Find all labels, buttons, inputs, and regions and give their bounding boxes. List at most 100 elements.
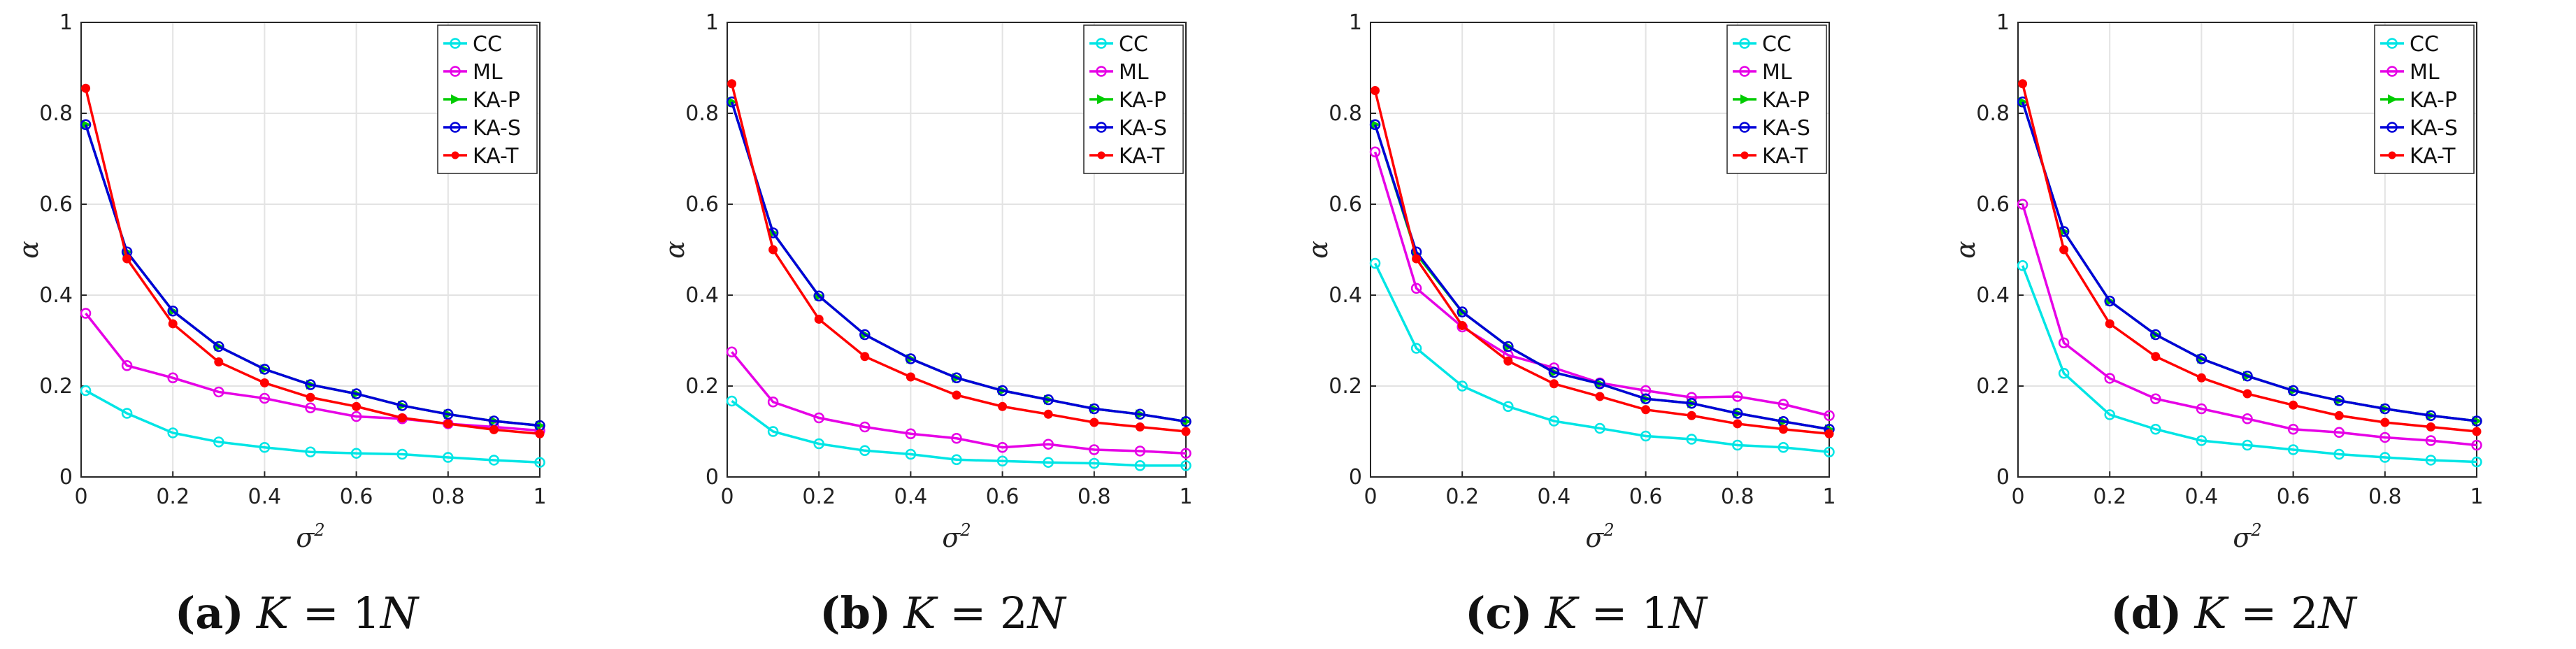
series-ka-t bbox=[1371, 86, 1834, 438]
x-tick-label: 0.4 bbox=[894, 485, 928, 509]
data-point bbox=[121, 408, 133, 419]
data-point bbox=[1043, 457, 1054, 468]
data-point bbox=[814, 314, 824, 324]
data-point bbox=[1134, 408, 1146, 420]
y-tick-label: 1 bbox=[1996, 10, 2010, 35]
data-point bbox=[2333, 427, 2345, 438]
data-point bbox=[122, 254, 132, 264]
legend-label: ML bbox=[1119, 60, 1149, 85]
x-axis-label: σ2 bbox=[2233, 520, 2261, 553]
data-point bbox=[2242, 413, 2253, 425]
data-point bbox=[2333, 448, 2345, 460]
panel-caption: (a) K = 1N bbox=[175, 587, 420, 639]
data-point bbox=[536, 420, 545, 431]
data-point bbox=[213, 341, 224, 352]
data-point bbox=[1594, 378, 1605, 390]
data-point bbox=[1503, 356, 1513, 366]
legend-label: CC bbox=[1119, 32, 1148, 57]
data-point bbox=[2242, 370, 2253, 382]
data-point bbox=[1777, 399, 1789, 410]
y-tick-label: 0.6 bbox=[39, 192, 73, 217]
series-line-ka-s bbox=[730, 101, 1187, 423]
series-ka-s bbox=[80, 119, 545, 432]
data-point bbox=[2105, 319, 2115, 329]
data-point bbox=[1640, 430, 1652, 442]
legend-label: ML bbox=[473, 60, 503, 85]
data-point bbox=[2287, 385, 2299, 397]
y-tick-label: 0.6 bbox=[685, 192, 719, 217]
chart-panel-1: 0 0.2 0.4 0.6 0.8 1 0 0.2 0.4 0.6 0.8 1 α σ2 CC ML KA-P K… bbox=[659, 10, 1193, 639]
legend-marker bbox=[2387, 122, 2398, 133]
data-point bbox=[259, 392, 271, 404]
data-point bbox=[2471, 415, 2482, 427]
data-point bbox=[1549, 379, 1559, 389]
data-point bbox=[1410, 343, 1422, 354]
x-tick-label: 0.4 bbox=[1538, 485, 1571, 509]
data-point bbox=[488, 455, 500, 466]
legend-marker bbox=[1740, 94, 1750, 104]
legend-marker bbox=[450, 122, 461, 133]
data-point bbox=[2425, 435, 2437, 446]
axes-box bbox=[80, 22, 541, 478]
legend: CC ML KA-P KA-S KA-T bbox=[1726, 24, 1827, 174]
data-point bbox=[859, 445, 871, 457]
data-point bbox=[1089, 444, 1100, 455]
data-point bbox=[1778, 425, 1788, 434]
x-tick-label: 1 bbox=[1179, 485, 1192, 509]
axes-box bbox=[1370, 22, 1830, 478]
data-point bbox=[259, 364, 271, 375]
legend-marker bbox=[1740, 151, 1749, 159]
data-point bbox=[305, 379, 316, 390]
data-point bbox=[996, 385, 1008, 397]
x-tick-label: 1 bbox=[1822, 485, 1836, 509]
y-tick-label: 0.4 bbox=[685, 283, 719, 308]
y-axis-label: α bbox=[1950, 241, 1981, 259]
series-ka-s bbox=[1369, 119, 1835, 435]
series-cc bbox=[726, 395, 1192, 471]
data-point bbox=[1371, 86, 1380, 95]
data-point bbox=[1369, 119, 1381, 130]
data-point bbox=[1043, 394, 1054, 406]
data-point bbox=[767, 397, 779, 408]
data-point bbox=[1503, 401, 1514, 412]
data-point bbox=[2289, 400, 2298, 410]
data-point bbox=[535, 429, 545, 438]
data-point bbox=[1687, 411, 1696, 420]
data-point bbox=[1640, 385, 1652, 397]
data-point bbox=[813, 412, 824, 424]
data-point bbox=[213, 386, 224, 398]
data-point bbox=[213, 436, 224, 448]
data-point bbox=[81, 83, 91, 93]
data-point bbox=[2018, 79, 2028, 89]
panel-caption: (d) K = 2N bbox=[2110, 587, 2358, 639]
y-tick-label: 1 bbox=[706, 10, 719, 35]
series-ml bbox=[2017, 199, 2482, 451]
y-tick-label: 0.2 bbox=[1976, 374, 2010, 399]
series-line-ka-s bbox=[1373, 124, 1830, 431]
series-line-ka-s bbox=[84, 124, 541, 427]
x-axis-label: σ2 bbox=[296, 520, 324, 553]
x-tick-label: 0.6 bbox=[340, 485, 373, 509]
data-point bbox=[489, 425, 499, 434]
y-axis-label: α bbox=[659, 241, 690, 259]
series-line-cc bbox=[2021, 265, 2477, 464]
data-point bbox=[2380, 432, 2391, 443]
data-point bbox=[1457, 321, 1467, 331]
y-tick-label: 0.4 bbox=[1976, 283, 2010, 308]
series-cc bbox=[1369, 257, 1835, 457]
data-point bbox=[2334, 411, 2344, 420]
series-line-cc bbox=[731, 400, 1186, 467]
data-point bbox=[2242, 389, 2252, 399]
data-point bbox=[443, 408, 454, 420]
data-point bbox=[2472, 427, 2482, 436]
series-line-ka-s bbox=[2021, 101, 2477, 422]
y-tick-label: 0.2 bbox=[685, 374, 719, 399]
data-point bbox=[1686, 397, 1697, 409]
legend-label: CC bbox=[1762, 32, 1791, 57]
data-point bbox=[859, 421, 871, 433]
series-line-cc bbox=[85, 389, 541, 464]
data-point bbox=[1548, 366, 1560, 378]
data-point bbox=[306, 392, 315, 402]
data-point bbox=[2196, 353, 2208, 364]
